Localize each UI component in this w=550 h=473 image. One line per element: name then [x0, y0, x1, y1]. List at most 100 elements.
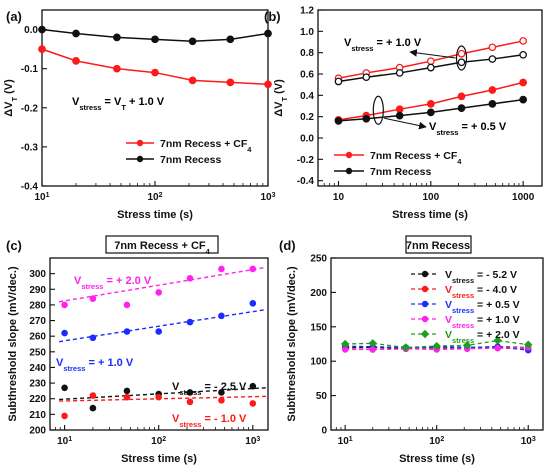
- data-point: [226, 35, 235, 44]
- chart-title: 7nm Recess + CF4: [114, 240, 210, 256]
- data-point: [395, 105, 404, 114]
- legend-label-part: = + 0.5 V: [474, 299, 520, 311]
- y-tick-label: 250: [310, 254, 327, 265]
- y-tick-label: 270: [29, 316, 46, 327]
- data-point: [420, 329, 430, 339]
- legend-label-part: 7nm Recess + CF: [370, 150, 458, 162]
- data-point: [426, 100, 435, 108]
- data-point: [89, 404, 97, 412]
- legend-label-part: stress: [452, 276, 474, 285]
- data-point: [123, 328, 131, 335]
- y-tick-label: 0: [321, 426, 327, 437]
- data-point: [421, 300, 429, 308]
- y-tick-label: -0.4: [297, 176, 315, 187]
- data-point: [421, 285, 429, 293]
- data-point: [493, 336, 502, 345]
- data-point: [519, 95, 528, 104]
- data-point: [226, 78, 235, 87]
- data-point: [426, 63, 435, 72]
- legend-marker: [345, 151, 353, 159]
- y-axis-label-part: ΔV: [3, 101, 15, 117]
- legend-label-part: stress: [452, 336, 474, 345]
- x-tick-label: 102: [147, 192, 162, 204]
- y-tick-label: 0.8: [300, 48, 314, 59]
- annotation-part: = + 2.0 V: [103, 275, 151, 287]
- data-point: [123, 393, 131, 401]
- annotation-part: V: [344, 37, 352, 49]
- data-point: [519, 37, 528, 45]
- y-axis-label-part: T: [10, 97, 19, 102]
- y-tick-label: 1.0: [300, 27, 314, 38]
- x-tick-label: 100: [422, 192, 439, 203]
- panel-label: (d): [279, 238, 296, 253]
- legend-label-part: V: [445, 314, 452, 326]
- x-tick-label-part: 10: [429, 436, 441, 447]
- annotation-part: stress: [351, 44, 373, 53]
- y-axis-label: ΔVT (V): [3, 79, 19, 117]
- legend-label: Vstress = - 5.2 V: [445, 269, 517, 285]
- x-tick-label: 103: [521, 436, 536, 448]
- x-tick-label-part: 10: [245, 436, 257, 447]
- data-point: [401, 343, 411, 352]
- legend-label-part: 4: [457, 157, 462, 166]
- data-point: [186, 389, 194, 396]
- x-axis-label: Stress time (s): [117, 209, 193, 221]
- x-tick-label-part: 3: [532, 436, 536, 443]
- annotation-part: stress: [179, 388, 201, 397]
- legend-label-part: V: [445, 299, 452, 311]
- data-point: [432, 341, 441, 351]
- y-tick-label: 200: [29, 426, 46, 437]
- x-tick-label-part: 10: [338, 436, 350, 447]
- data-point: [457, 58, 466, 67]
- y-tick-label: 0.6: [300, 70, 314, 81]
- legend-label-part: V: [445, 269, 452, 281]
- panel-label: (c): [6, 238, 22, 253]
- annotation: Vstress = + 0.5 V: [429, 121, 507, 137]
- x-tick-label-part: 3: [256, 436, 260, 443]
- series-line: [41, 48, 269, 86]
- data-point: [457, 104, 466, 112]
- annotation-part: = + 1.0 V: [85, 357, 133, 369]
- x-tick-label: 102: [151, 436, 166, 448]
- data-point: [151, 35, 159, 44]
- data-point: [426, 57, 435, 66]
- data-point: [395, 69, 404, 77]
- y-tick-label: 150: [310, 322, 327, 333]
- data-point: [218, 265, 225, 273]
- y-tick-label: 260: [29, 332, 46, 343]
- legend-label-part: = + 2.0 V: [474, 329, 520, 341]
- y-tick-label: -0.4: [21, 182, 39, 193]
- x-tick-label-part: 10: [34, 192, 46, 203]
- y-tick-label: -0.2: [21, 103, 39, 114]
- annotation-part: V: [429, 121, 437, 133]
- data-point: [89, 295, 97, 302]
- annotation-part: stress: [179, 420, 201, 429]
- data-point: [155, 289, 162, 296]
- data-point: [334, 77, 343, 86]
- data-point: [72, 29, 80, 38]
- annotation: Vstress = - 1.0 V: [172, 413, 247, 429]
- data-point: [519, 78, 528, 87]
- x-tick-label: 102: [429, 436, 444, 448]
- annotation: Vstress = VT + 1.0 V: [72, 96, 165, 112]
- group-ellipse: [372, 95, 384, 125]
- panel-label: (b): [264, 9, 281, 24]
- y-tick-label: 200: [310, 288, 327, 299]
- annotation-part: V: [72, 96, 80, 108]
- data-point: [462, 341, 472, 350]
- x-axis-label: Stress time (s): [392, 209, 468, 221]
- y-tick-label: 100: [310, 357, 327, 368]
- x-tick-label: 101: [34, 192, 49, 204]
- annotation: Vstress = - 2.5 V: [172, 381, 247, 397]
- legend-label-part: 7nm Recess + CF: [160, 138, 248, 150]
- x-tick-label-part: 1: [46, 192, 50, 199]
- legend-label: 7nm Recess + CF4: [370, 150, 462, 166]
- data-point: [457, 49, 466, 58]
- y-axis-label: Subthreshold slope (mV/dec.): [7, 266, 19, 422]
- data-point: [89, 392, 97, 399]
- x-tick-label: 103: [260, 192, 275, 204]
- legend-label: Vstress = + 2.0 V: [445, 329, 520, 345]
- data-point: [249, 300, 257, 307]
- annotation-part: = V: [101, 96, 122, 108]
- data-point: [218, 312, 225, 320]
